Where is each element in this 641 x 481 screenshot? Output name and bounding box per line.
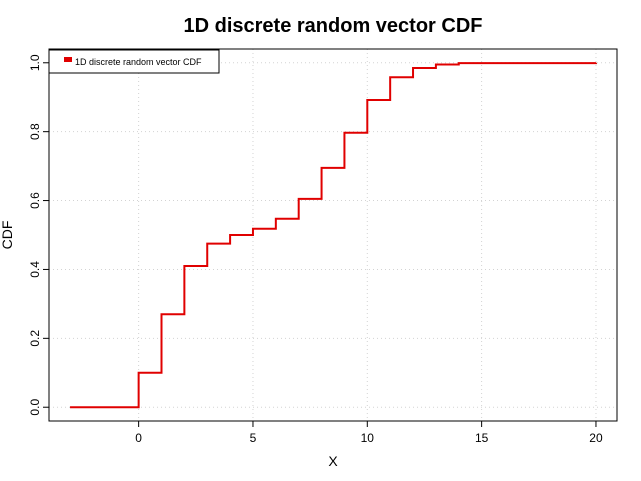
legend: 1D discrete random vector CDF (48, 49, 220, 74)
legend-box (48, 49, 220, 74)
x-axis: 0 5 10 15 20 (135, 420, 603, 445)
y-tick-label-3: 0.6 (28, 192, 42, 209)
legend-entry: 1D discrete random vector CDF (75, 57, 202, 67)
x-tick-label-0: 0 (135, 431, 142, 445)
y-tick-label-4: 0.8 (28, 123, 42, 140)
x-axis-label: X (328, 453, 338, 469)
grid (49, 49, 617, 421)
y-axis: 0.0 0.2 0.4 0.6 0.8 1.0 (28, 54, 50, 416)
series-layer (70, 62, 597, 409)
chart-title: 1D discrete random vector CDF (184, 15, 483, 37)
y-tick-label-1: 0.2 (28, 330, 42, 347)
plot-frame (48, 48, 618, 422)
y-tick-label-5: 1.0 (28, 54, 42, 71)
x-tick-label-2: 10 (361, 431, 375, 445)
x-tick-label-4: 20 (589, 431, 603, 445)
y-tick-label-2: 0.4 (28, 261, 42, 278)
y-tick-label-0: 0.0 (28, 399, 42, 416)
legend-swatch (64, 57, 72, 62)
x-tick-label-3: 15 (475, 431, 489, 445)
series-line-0 (70, 62, 597, 409)
y-axis-label: CDF (0, 221, 15, 250)
x-tick-label-1: 5 (250, 431, 257, 445)
